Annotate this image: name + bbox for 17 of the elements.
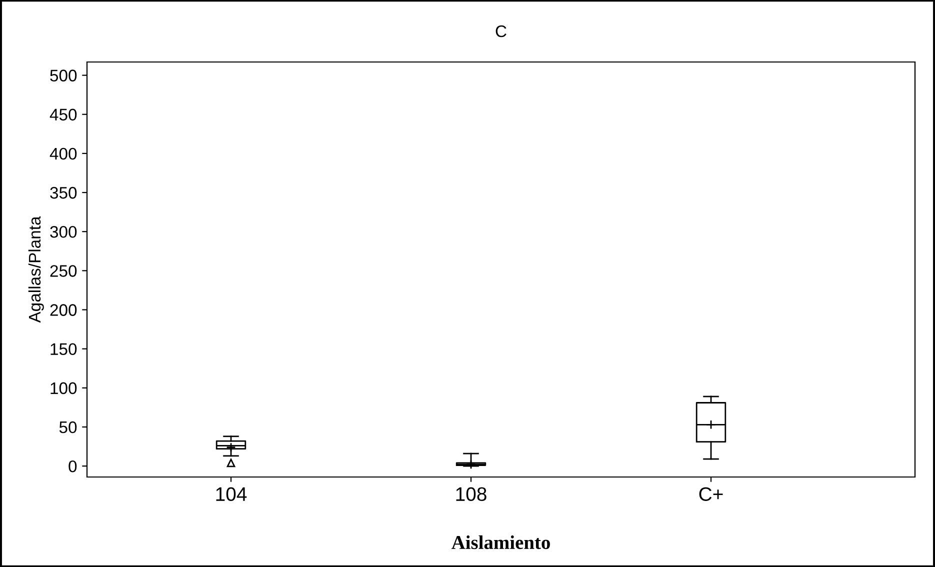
y-tick-label: 100 bbox=[50, 382, 77, 394]
y-tick-label: 450 bbox=[50, 108, 77, 121]
y-tick-label: 250 bbox=[50, 265, 77, 277]
x-axis-title: Aislamiento bbox=[452, 535, 550, 550]
y-tick-label: 350 bbox=[50, 186, 77, 199]
y-tick-label: 300 bbox=[50, 226, 77, 238]
y-tick-label: 150 bbox=[50, 343, 77, 356]
x-tick-label: 108 bbox=[456, 487, 486, 502]
y-tick-label: 400 bbox=[50, 148, 77, 160]
y-axis-title: Agallas/Planta bbox=[28, 216, 44, 323]
x-tick-label: C+ bbox=[699, 487, 723, 502]
y-tick-label: 200 bbox=[50, 304, 77, 316]
chart-title: C bbox=[496, 25, 506, 38]
y-tick-label: 0 bbox=[68, 460, 77, 472]
y-tick-label: 50 bbox=[59, 421, 77, 434]
y-tick-label: 500 bbox=[50, 70, 77, 82]
x-tick-label: 104 bbox=[216, 487, 247, 502]
